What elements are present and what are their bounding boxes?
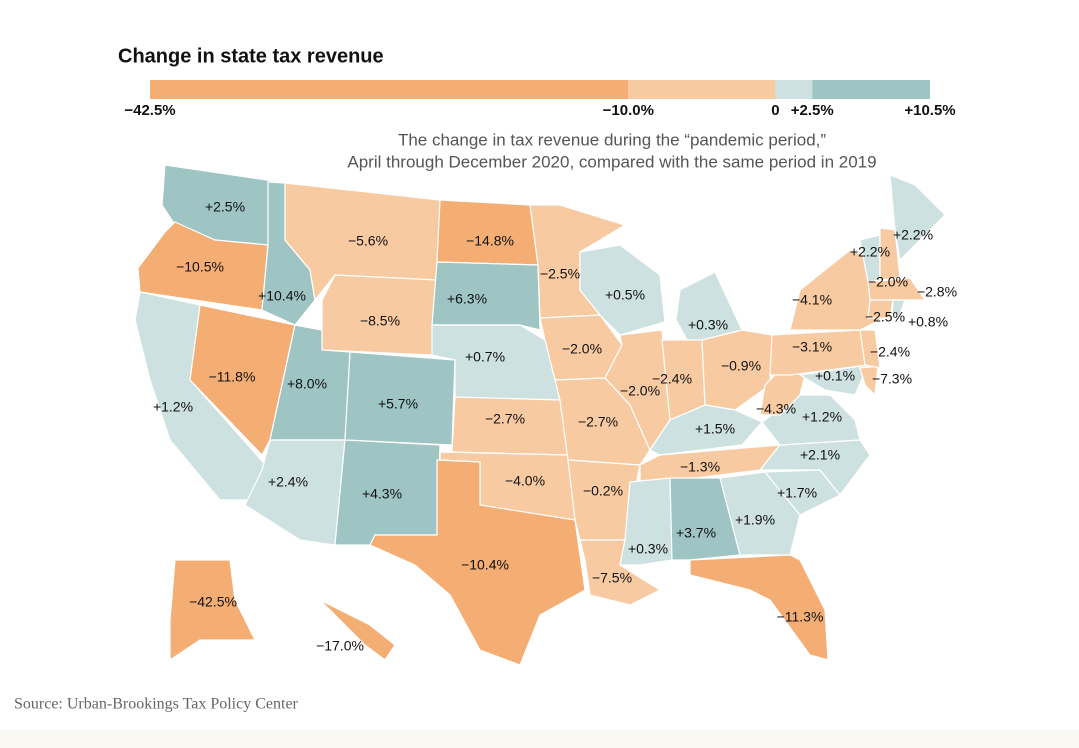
state-value-label: +1.2% [153,399,193,415]
state-value-label: +10.4% [258,288,306,304]
state-value-label: +0.5% [605,287,645,303]
state-value-label: −11.3% [777,609,824,625]
state-value-label: −2.0% [562,341,602,357]
state-value-label: +4.3% [362,486,402,502]
state-value-label: +1.2% [802,409,842,425]
state-value-label: −0.9% [721,358,761,374]
legend: −42.5% −10.0% 0 +2.5% +10.5% [124,80,956,119]
state-value-label: +3.7% [676,525,716,541]
state-value-label: +2.1% [800,447,840,463]
legend-tick-label: +2.5% [791,102,834,119]
state-value-label: −4.1% [792,292,832,308]
legend-tick-label: 0 [771,102,779,119]
title: Change in state tax revenue [118,45,384,67]
state-value-label: −8.5% [360,313,400,329]
state-value-label: +8.0% [287,376,327,392]
state [879,227,901,281]
state-value-label: −2.0% [868,274,908,290]
bottom-strip [0,730,1079,748]
state-value-label: −2.5% [865,309,905,325]
state [369,459,586,666]
state-value-label: +1.7% [777,485,817,501]
state-value-label: −17.0% [316,638,364,654]
legend-tick-label: +10.5% [904,102,955,119]
state-value-label: −11.8% [209,369,256,385]
state-value-label: −0.2% [583,483,623,499]
state-value-label: +1.9% [735,512,775,528]
state [719,471,801,556]
subtitle-line: April through December 2020, compared wi… [347,152,876,171]
states [134,164,946,666]
state [137,221,269,311]
state-value-label: +0.8% [908,314,948,330]
state [891,299,906,316]
state-value-label: −10.5% [176,259,224,275]
state-value-label: +5.7% [378,396,418,412]
state [798,364,869,396]
state [189,304,296,457]
state-value-label: −2.7% [485,411,525,427]
legend-tick-label: −42.5% [124,102,175,119]
legend-swatch [812,80,930,99]
state-value-label: −1.3% [680,459,720,475]
state [669,477,741,561]
state-value-label: −7.3% [872,371,912,387]
legend-swatch [775,80,813,99]
state-value-label: −7.5% [592,570,632,586]
state-value-label: −3.1% [792,339,832,355]
state-value-label: +0.3% [628,541,668,557]
state-value-label: −2.7% [578,414,618,430]
legend-swatch [628,80,776,99]
state-labels: +2.5% −10.5% +1.2% −11.8% +10.4% −5.6% −8.5% +8… [153,199,957,654]
state-value-label: +1.5% [695,421,735,437]
state-value-label: −14.8% [466,233,514,249]
state-value-label: −4.3% [756,401,796,417]
state-value-label: +2.2% [893,227,933,243]
legend-swatch [150,80,629,99]
state [867,277,927,301]
state-value-label: −2.4% [870,344,910,360]
state-value-label: −2.0% [620,383,660,399]
state-value-label: +0.1% [815,368,855,384]
state-value-label: −42.5% [189,594,237,610]
state-value-label: +2.2% [850,244,890,260]
state [321,274,438,356]
legend-tick-label: −10.0% [603,102,654,119]
state-value-label: −5.6% [348,233,388,249]
state [309,589,396,661]
state-value-label: −2.4% [652,371,692,387]
state-value-label: +0.7% [465,349,505,365]
state-value-label: +6.3% [447,291,487,307]
state [579,244,666,336]
state-value-label: −4.0% [505,473,545,489]
state [867,299,894,319]
state-value-label: −10.4% [461,557,509,573]
state-value-label: +0.3% [688,317,728,333]
state-value-label: +2.5% [205,199,245,215]
state [689,554,829,661]
subtitle-line: The change in tax revenue during the “pa… [398,130,826,149]
state [889,174,946,262]
state [859,329,881,369]
state [769,329,869,376]
state [169,559,256,662]
source: Source: Urban-Brookings Tax Policy Cente… [14,696,299,713]
state [244,439,346,546]
state [431,261,541,331]
state-value-label: +2.4% [268,474,308,490]
state-value-label: −2.5% [540,266,580,282]
state-value-label: −2.8% [917,284,957,300]
